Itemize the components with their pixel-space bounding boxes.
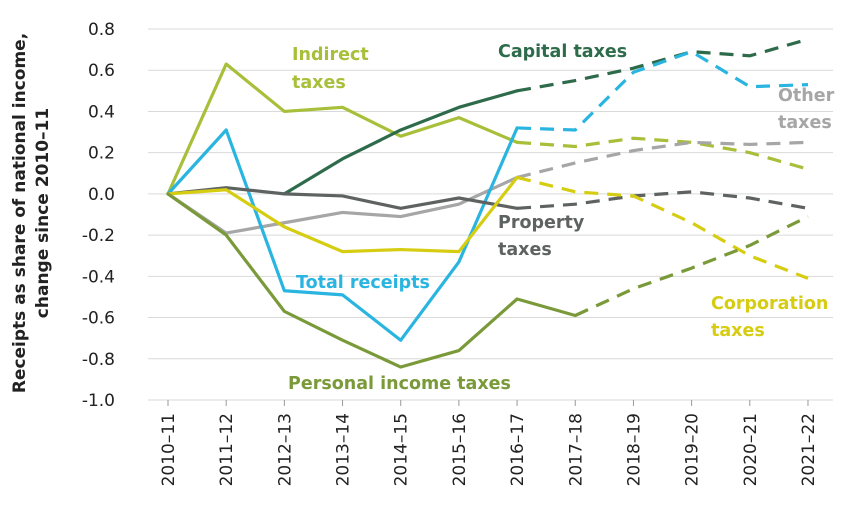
series-line-dashed xyxy=(517,50,809,132)
x-tick-label: 2018–19 xyxy=(624,413,644,486)
y-tick-label: -0.6 xyxy=(82,309,115,329)
series-line-dashed xyxy=(516,140,809,179)
y-tick-label: -0.4 xyxy=(82,267,115,287)
series-line-solid xyxy=(166,186,519,210)
annotation-personal-income-taxes: Personal income taxes xyxy=(288,374,511,394)
x-tick-label: 2020–21 xyxy=(741,413,761,486)
y-axis-label-line2: change since 2010–11 xyxy=(33,108,53,318)
series-line-solid xyxy=(166,175,519,235)
x-tick-label: 2017–18 xyxy=(566,413,586,486)
series-line-solid xyxy=(282,89,519,196)
x-tick-label: 2015–16 xyxy=(450,413,470,486)
series-personal-income-taxes xyxy=(166,192,809,369)
series-lines xyxy=(166,37,809,369)
series-capital-taxes xyxy=(282,37,809,196)
series-line-dashed xyxy=(516,190,809,210)
series-line-dashed xyxy=(574,215,809,317)
series-corporation-taxes xyxy=(166,175,809,280)
x-tick-label: 2019–20 xyxy=(683,413,703,486)
series-annotations: Indirect taxes Capital taxes Other taxes Prop… xyxy=(288,42,835,394)
annotation-other-taxes: taxes xyxy=(778,113,832,133)
series-line-solid xyxy=(166,192,577,369)
x-axis-ticks: 2010–11 2011–12 2012–13 2013–14 2014–15 2015–… xyxy=(159,400,819,486)
y-tick-label: 0.0 xyxy=(88,185,115,205)
annotation-corporation-taxes: taxes xyxy=(711,321,765,341)
y-tick-label: -1.0 xyxy=(82,391,115,411)
series-property-taxes xyxy=(166,186,809,210)
series-line-dashed xyxy=(516,175,809,280)
x-tick-label: 2014–15 xyxy=(392,413,412,486)
annotation-capital-taxes: Capital taxes xyxy=(498,42,627,62)
series-total-receipts xyxy=(166,50,809,342)
annotation-corporation-taxes: Corporation xyxy=(711,294,828,314)
annotation-property-taxes: Property xyxy=(498,213,585,233)
y-tick-label: 0.2 xyxy=(88,144,115,164)
series-line-solid xyxy=(166,126,519,342)
series-line-dashed xyxy=(516,37,809,93)
y-tick-label: 0.4 xyxy=(88,102,115,122)
annotation-indirect-taxes: Indirect xyxy=(292,45,369,65)
y-axis-ticks: 0.8 0.6 0.4 0.2 0.0 -0.2 -0.4 -0.6 -0.8 -1.0 xyxy=(82,20,115,411)
y-axis-label-line1: Receipts as share of national income, xyxy=(10,33,30,393)
y-tick-label: -0.8 xyxy=(82,350,115,370)
x-tick-label: 2021–22 xyxy=(799,413,819,486)
annotation-other-taxes: Other xyxy=(778,86,835,106)
x-tick-label: 2011–12 xyxy=(217,413,237,486)
y-tick-label: 0.8 xyxy=(88,20,115,40)
annotation-total-receipts: Total receipts xyxy=(296,273,430,293)
series-line-dashed xyxy=(516,136,809,171)
y-tick-label: 0.6 xyxy=(88,61,115,81)
series-line-solid xyxy=(166,175,519,254)
series-indirect-taxes xyxy=(166,62,809,196)
annotation-indirect-taxes: taxes xyxy=(292,73,346,93)
series-other-taxes xyxy=(166,140,809,235)
y-tick-label: -0.2 xyxy=(82,226,115,246)
annotation-property-taxes: taxes xyxy=(498,240,552,260)
x-tick-label: 2016–17 xyxy=(508,413,528,486)
gridlines xyxy=(148,28,833,401)
x-tick-label: 2012–13 xyxy=(275,413,295,486)
x-tick-label: 2010–11 xyxy=(159,413,179,486)
x-tick-label: 2013–14 xyxy=(334,413,354,486)
series-line-solid xyxy=(166,62,519,196)
